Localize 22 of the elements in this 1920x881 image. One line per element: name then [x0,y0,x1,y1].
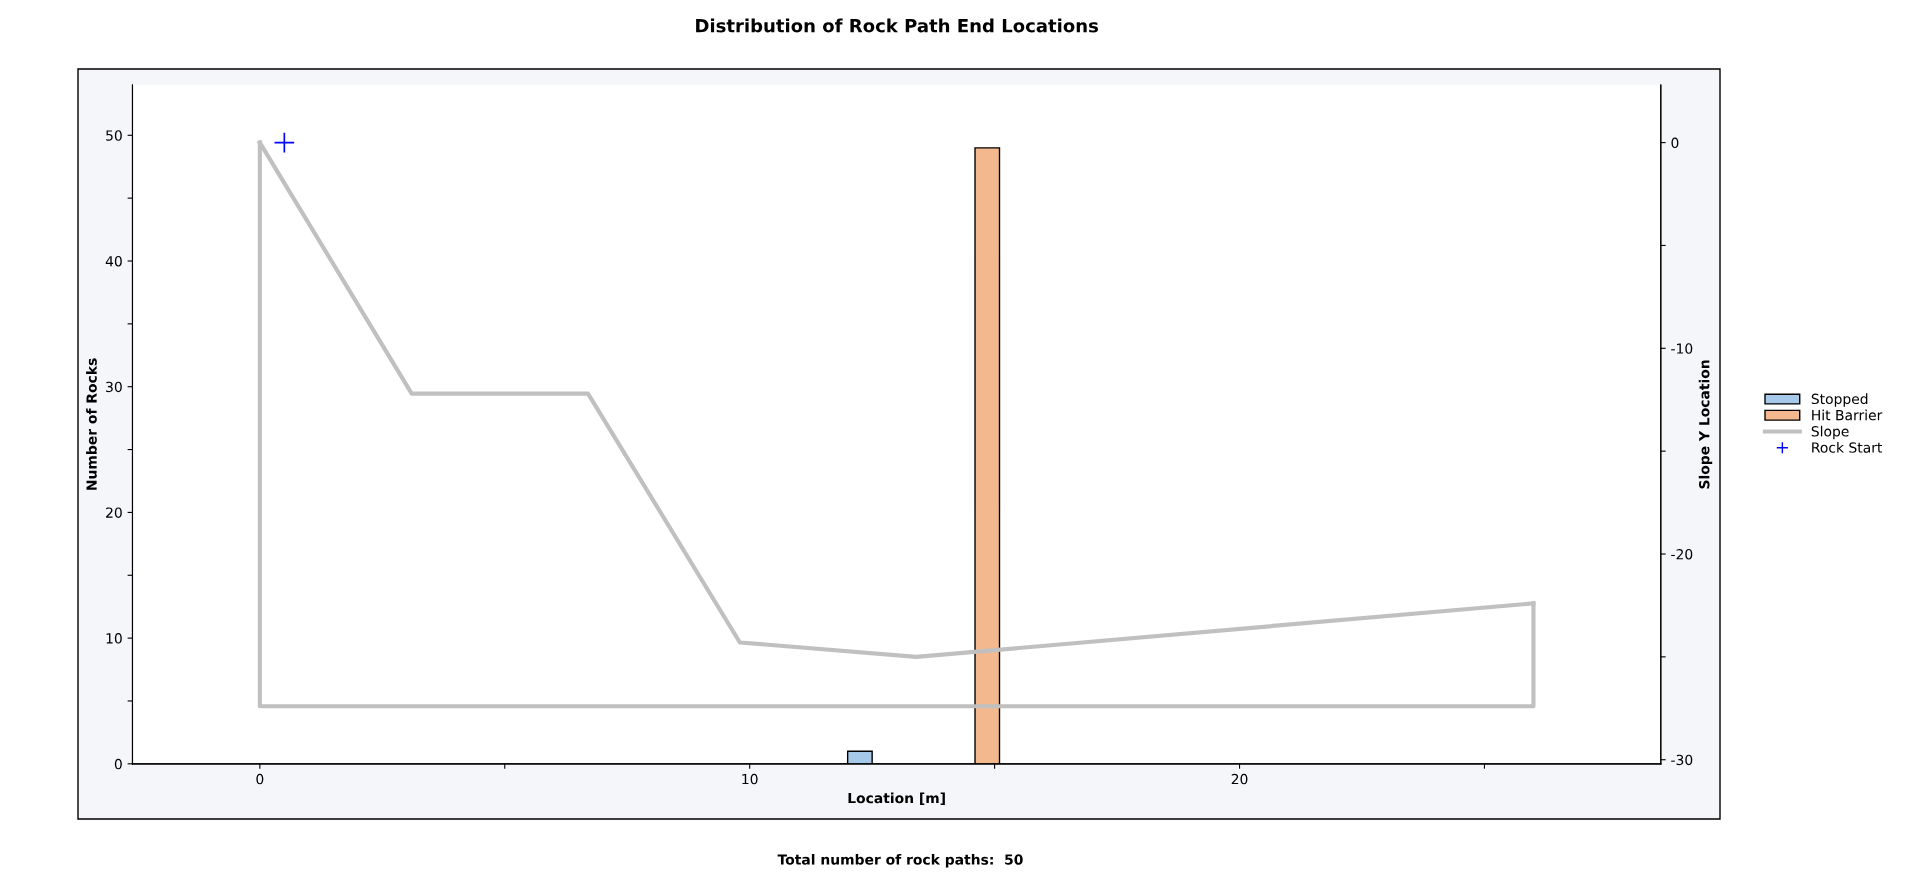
y-tick-label: 30 [106,381,122,393]
legend-label: Rock Start [1812,442,1883,453]
x-tick-label: 20 [1231,773,1248,785]
chart-title: Distribution of Rock Path End Locations [696,18,1098,33]
text: Total number of rock paths: 50 [777,854,1023,868]
legend-label: Stopped [1811,393,1868,407]
y2-tick-label: -20 [1671,548,1693,560]
y-axis-title: Number of Rocks [86,358,97,490]
legend-label: Slope [1811,425,1849,440]
x-tick-label: 10 [742,773,758,785]
y-tick-label: 20 [106,507,122,518]
y2-tick-label: 0 [1671,137,1679,149]
legend-label: Hit Barrier [1812,409,1883,421]
y-tick-label: 40 [105,255,122,267]
y2-tick-label: -10 [1671,343,1693,354]
x-axis-title: Location [m] [848,792,945,805]
y2-tick-label: -30 [1671,754,1693,766]
y-tick-label: 10 [106,633,122,644]
x-tick-label: 0 [256,773,264,785]
y-tick-label: 50 [106,130,122,141]
y-tick-label: 0 [114,758,122,770]
y2-axis-title: Slope Y Location [1698,360,1713,489]
